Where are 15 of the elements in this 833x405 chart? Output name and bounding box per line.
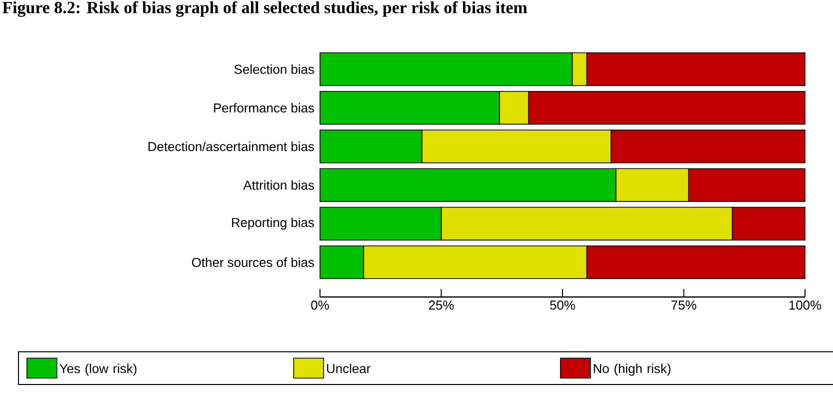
y-tick-label: Performance bias [214, 103, 314, 113]
x-tick-label: 25% [428, 300, 454, 310]
x-tick-label: 0% [311, 300, 329, 310]
legend-label: Yes (low risk) [60, 364, 136, 376]
y-tick-label: Selection bias [234, 64, 314, 74]
y-tick-label: Reporting bias [232, 218, 314, 230]
legend-label: No (high risk) [594, 364, 670, 376]
y-tick-label: Detection/ascertainment bias [148, 142, 314, 152]
chart-title: Figure 8.2: Risk of bias graph of all selected studies, per risk of bias item [2, 1, 528, 17]
y-tick-label: Attrition bias [243, 180, 314, 190]
y-tick-label: Other sources of bias [192, 257, 314, 268]
x-tick-label: 75% [671, 300, 696, 310]
x-tick-label: 100% [789, 300, 822, 310]
x-tick-label: 50% [550, 300, 576, 310]
legend-label: Unclear [327, 364, 370, 374]
